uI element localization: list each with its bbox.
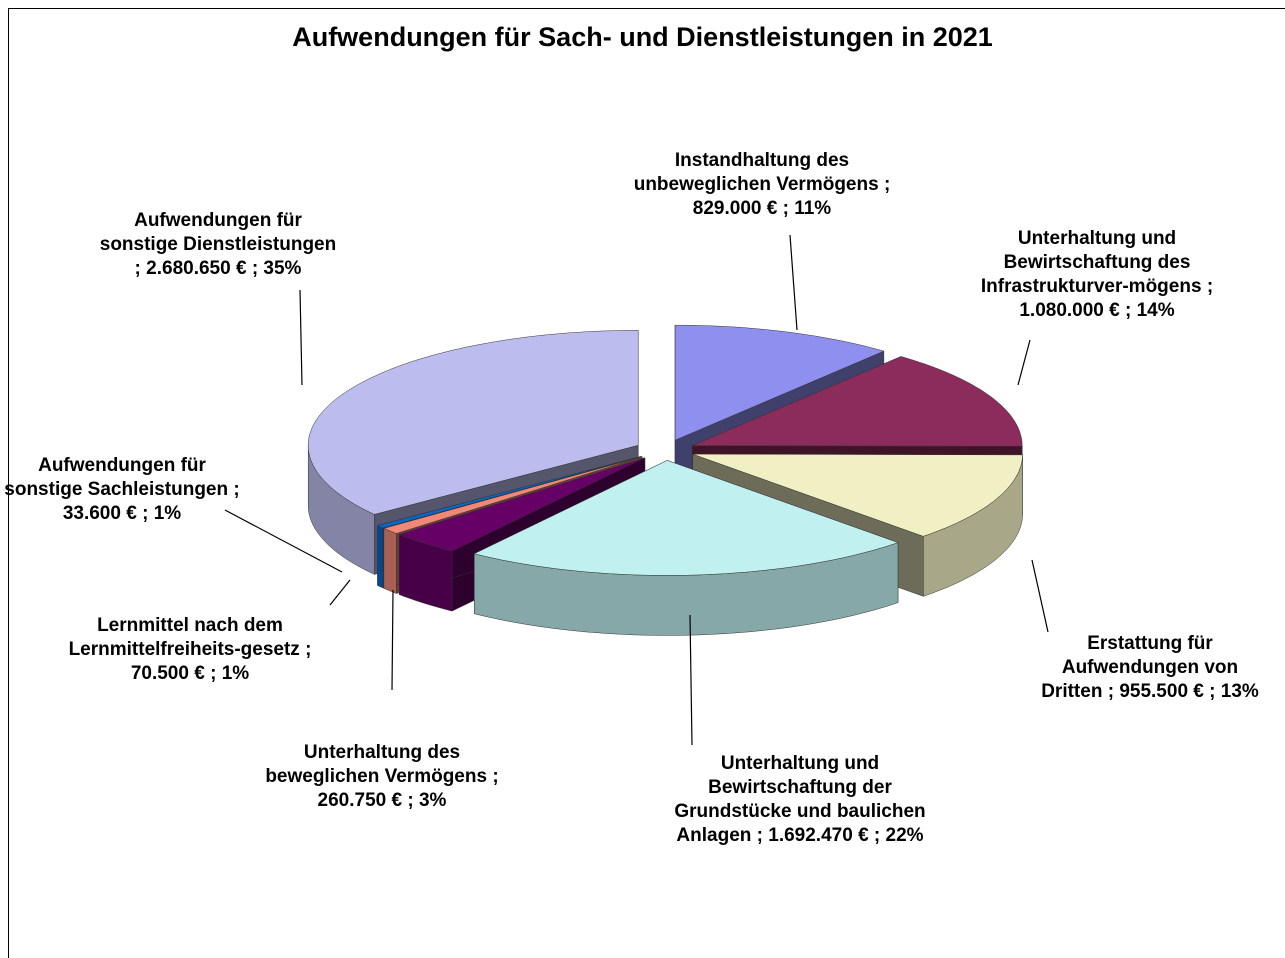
leader-line <box>689 614 693 746</box>
pie-slice <box>376 456 642 529</box>
label-part: 35% <box>252 258 302 279</box>
slice-wall <box>383 528 397 594</box>
label-part: Lernmittel nach dem Lernmittelfreiheits-… <box>68 615 300 660</box>
data-label: Unterhaltung des beweglichen Vermögens 2… <box>257 741 507 813</box>
label-part: 2.680.650 € <box>135 258 247 279</box>
leader-line <box>299 289 303 386</box>
label-part: 11% <box>783 198 832 219</box>
data-label: Unterhaltung und Bewirtschaftung des Inf… <box>972 227 1222 323</box>
frame <box>8 8 1285 958</box>
label-part: Unterhaltung des beweglichen Vermögens <box>265 742 488 787</box>
pie-slice <box>307 330 639 515</box>
leader-line <box>224 509 343 573</box>
label-part: Aufwendungen für sonstige Sachleistungen <box>4 455 229 500</box>
label-part: 1% <box>142 503 181 524</box>
label-part: 1% <box>210 663 249 684</box>
data-label: Lernmittel nach dem Lernmittelfreiheits-… <box>60 614 320 686</box>
label-part: 14% <box>1125 300 1175 321</box>
label-part: Instandhaltung des unbeweglichen Vermöge… <box>633 150 879 195</box>
label-part: Erstattung für Aufwendungen von Dritten <box>1041 633 1239 702</box>
leader-line <box>1017 339 1031 386</box>
leader-line <box>391 589 394 691</box>
label-part: 22% <box>874 825 924 846</box>
pie-slice <box>692 356 1023 447</box>
data-label: Erstattung für Aufwendungen von Dritten … <box>1035 632 1265 704</box>
data-label: Instandhaltung des unbeweglichen Vermöge… <box>627 149 897 221</box>
pie-slice <box>398 457 646 552</box>
label-part: Unterhaltung und Bewirtschaftung der Gru… <box>674 753 926 846</box>
label-part: Unterhaltung und Bewirtschaftung des Inf… <box>980 228 1202 297</box>
pie-slice <box>692 453 1023 537</box>
leader-line <box>789 234 798 331</box>
data-label: Aufwendungen für sonstige Dienstleistung… <box>98 209 338 281</box>
slice-wall <box>377 525 384 589</box>
chart-title: Aufwendungen für Sach- und Dienstleistun… <box>292 22 993 52</box>
label-part: 3% <box>407 790 446 811</box>
label-part: 955.500 € <box>1108 681 1204 702</box>
label-part: 13% <box>1209 681 1259 702</box>
label-part: Aufwendungen für sonstige Dienstleistung… <box>99 210 337 255</box>
pie-slice <box>674 324 885 441</box>
data-label: Aufwendungen für sonstige Sachleistungen… <box>2 454 242 526</box>
data-label: Unterhaltung und Bewirtschaftung der Gru… <box>665 752 935 848</box>
pie-slice <box>383 456 643 534</box>
leader-line <box>1031 559 1049 633</box>
leader-line <box>329 579 351 606</box>
pie-slice <box>473 460 899 576</box>
label-part: 1.692.470 € <box>757 825 869 846</box>
